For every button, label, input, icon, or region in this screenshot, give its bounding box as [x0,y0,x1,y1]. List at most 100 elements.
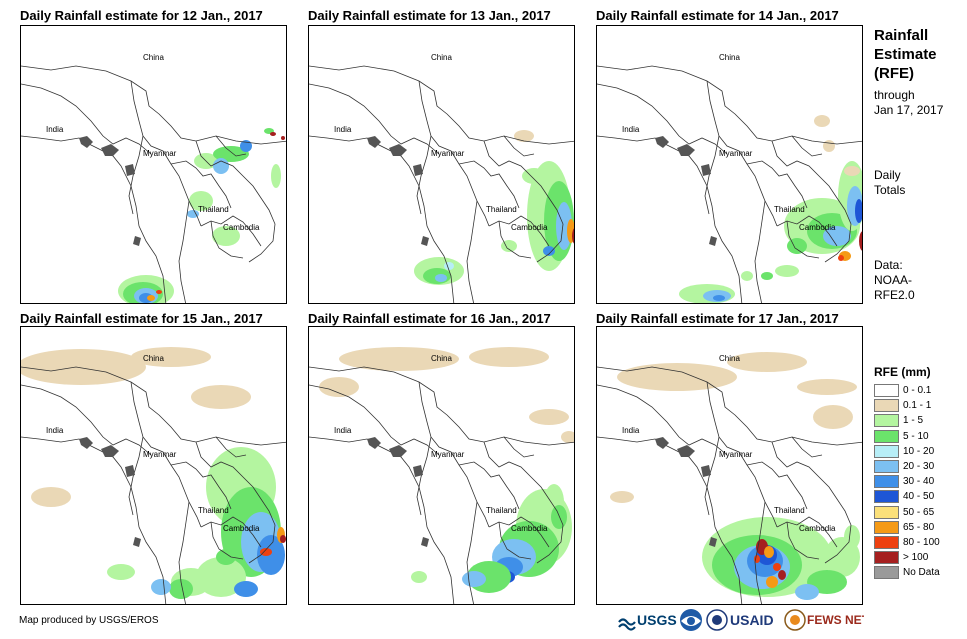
delta-region [79,437,93,449]
delta-region [125,465,135,477]
legend-label: 0 - 0.1 [903,385,932,396]
place-label-thailand: Thailand [198,205,229,214]
rainfall-patch [778,570,786,580]
usgs-logo: USGS [618,607,678,633]
country-border [771,441,852,564]
country-border [195,140,276,263]
place-label-myanmar: Myanmar [719,450,753,459]
rainfall-patch [240,140,252,152]
sidebar-data-source: Data: NOAA- RFE2.0 [874,258,915,303]
delta-region [101,144,119,156]
rainfall-patch [823,140,835,152]
usaid-logo: USAID [706,607,782,633]
legend-item: 1 - 5 [874,413,923,428]
country-border [21,83,152,155]
country-border [178,501,190,604]
country-border [416,135,432,215]
rainfall-patch [522,168,546,184]
rainfall-patch [741,271,753,281]
rainfall-patch [764,546,774,558]
place-label-thailand: Thailand [486,205,517,214]
country-border [195,441,276,564]
country-border [21,366,286,446]
rainfall-patch [797,379,857,395]
place-label-myanmar: Myanmar [431,450,465,459]
place-label-cambodia: Cambodia [223,524,260,533]
rainfall-patch [543,246,555,256]
country-border [791,436,823,458]
country-border [503,135,535,157]
country-border [416,436,432,516]
rainfall-patch [212,226,240,246]
place-label-cambodia: Cambodia [511,524,548,533]
sidebar-totals: Daily Totals [874,168,905,198]
country-border [130,80,144,137]
rainfall-patch [281,136,285,140]
place-label-india: India [334,125,352,134]
country-border [597,384,728,456]
rainfall-patch [766,576,778,588]
country-border [706,80,720,137]
country-border [746,461,808,510]
sidebar-through-label: through [874,88,915,102]
rainfall-patch [773,563,781,571]
legend-swatch [874,566,899,580]
coastline [309,436,455,604]
place-label-myanmar: Myanmar [143,149,177,158]
country-border [210,220,244,259]
sidebar-totals-line2: Totals [874,183,906,197]
delta-region [709,537,717,547]
rainfall-map-17-jan: China India Myanmar Thailand Cambodia [596,326,863,605]
country-border [754,501,766,604]
place-label-thailand: Thailand [774,506,805,515]
place-label-india: India [622,426,640,435]
country-border [498,220,532,259]
legend-swatch [874,444,899,458]
legend-swatch [874,475,899,489]
legend-label: > 100 [903,552,929,564]
delta-region [677,445,695,457]
noaa-logo [678,607,704,633]
legend-swatch [874,536,899,549]
country-border [746,160,808,209]
place-label-thailand: Thailand [198,506,229,515]
rainfall-patch [775,265,799,277]
sidebar-title-line2: Estimate [874,46,937,63]
place-label-myanmar: Myanmar [431,149,465,158]
country-border [791,135,823,157]
place-label-india: India [334,426,352,435]
country-border [170,461,232,510]
delta-region [421,236,429,246]
panel-title-14-jan: Daily Rainfall estimate for 14 Jan., 201… [596,8,839,23]
legend-item: 80 - 100 [874,535,940,550]
legend-swatch [874,399,899,413]
rainfall-patch [814,115,830,127]
country-border [309,83,440,155]
legend-swatch [874,384,899,397]
country-border [458,160,520,209]
country-border [771,140,852,263]
coastline [21,135,167,303]
place-label-china: China [431,53,452,62]
rainfall-patch [147,295,155,301]
panel-title-13-jan: Daily Rainfall estimate for 13 Jan., 201… [308,8,551,23]
delta-region [389,445,407,457]
panel-title-17-jan: Daily Rainfall estimate for 17 Jan., 201… [596,311,839,326]
sidebar-title-line3: (RFE) [874,65,914,82]
rainfall-patch [844,166,860,176]
country-border [597,65,862,145]
rainfall-patch [551,505,567,529]
country-border [597,366,862,446]
rainfall-patch [859,231,862,251]
country-border [430,436,490,528]
place-label-china: China [719,53,740,62]
country-border [309,384,440,456]
place-label-cambodia: Cambodia [799,524,836,533]
sidebar-data-line1: Data: [874,258,903,272]
rainfall-patch [514,130,534,142]
country-border [718,436,778,528]
rainfall-patch [257,535,285,575]
country-border [786,220,820,259]
rainfall-patch [213,146,249,162]
place-label-cambodia: Cambodia [223,223,260,232]
